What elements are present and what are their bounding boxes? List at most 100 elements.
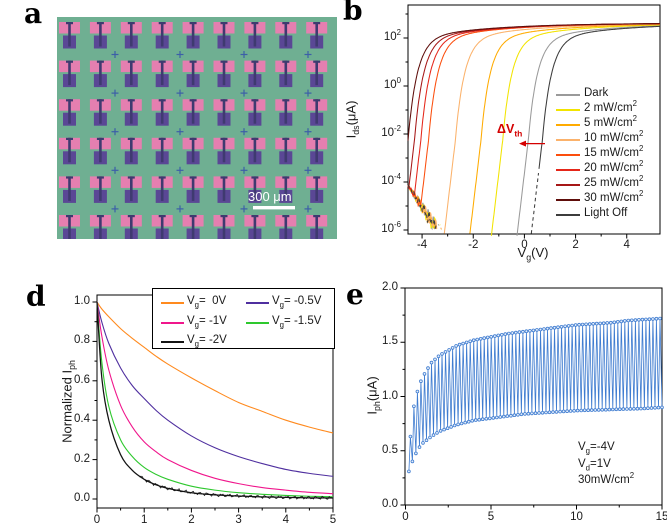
data-point [422,372,427,376]
data-point [568,409,573,413]
device-cell [120,60,142,88]
device-cell [213,22,235,49]
y-tick-label: 0.6 [74,373,90,386]
curve-dark [516,25,660,236]
data-point [506,331,511,336]
legend-item-label: Light Off [584,207,628,219]
data-point [501,414,506,419]
device-cell [244,99,266,126]
device-cell [59,99,80,126]
curve-30-mw-cm-2 [407,23,660,141]
device-cell [151,176,173,203]
data-point [619,319,624,324]
data-point [642,406,647,411]
y-tick-label: 10-2 [381,124,401,139]
scale-bar-label: 300 μm [248,189,292,204]
transfer-chart [403,4,661,239]
data-point [461,341,465,346]
data-point [637,317,641,322]
x-tick-label: 3 [235,514,242,526]
data-point [435,431,439,435]
align-mark-plus [176,89,184,97]
curve-v-g-1v [96,301,334,495]
device-cell [59,137,80,165]
curve-10-mw-cm-2 [434,219,438,230]
device-cell [244,176,266,203]
device-cell [89,176,111,203]
legend-item-label: 20 mW/cm2 [584,159,644,174]
data-point [572,408,576,413]
data-point [484,416,489,421]
device-cell [213,137,235,165]
x-tick-label: -4 [416,239,428,251]
data-point [412,404,416,409]
device-cell [151,215,173,239]
condition-annotation: 30mW/cm2 [578,471,635,486]
device-cell [182,60,204,88]
device-cell [89,22,111,49]
align-mark-plus [304,205,312,213]
device-cell [151,60,173,88]
data-point [533,411,538,416]
data-point [612,320,617,325]
y-tick-label: 0.5 [382,443,398,456]
data-point [447,348,451,352]
y-axis-label: Normalized Iph [59,360,78,443]
data-point [459,421,464,426]
data-point [587,322,592,326]
data-point [449,425,453,429]
y-tick-label: 1.0 [382,389,398,402]
data-point [408,434,413,439]
device-cell [182,137,204,165]
data-point [426,366,430,370]
legend-swatch [556,124,580,126]
y-tick-label: 10-6 [381,220,401,235]
data-point [625,407,629,411]
x-tick-label: 5 [329,514,337,526]
panel-label-a: a [24,0,43,30]
data-point [614,407,619,412]
data-point [621,407,626,411]
data-point [591,321,595,326]
data-point [468,339,473,344]
x-tick-label: 4 [623,239,630,251]
data-point [436,354,441,359]
data-point [503,332,508,336]
align-mark-plus [240,128,248,136]
device-cell [275,60,297,88]
curve-10-mw-cm-2 [440,227,442,230]
legend-swatch [556,94,580,96]
data-point [629,318,634,323]
data-point [471,338,476,343]
data-point [607,407,612,412]
data-point [608,320,613,325]
x-tick-label: -2 [468,239,479,251]
device-cell [59,176,80,203]
data-point [582,408,587,413]
curve-noise-trace [139,475,333,500]
y-tick-label: 0.8 [74,334,90,347]
data-point [632,406,636,411]
x-tick-label: 10 [570,511,583,523]
data-point [598,321,602,326]
data-point [558,409,562,414]
data-point [538,327,543,332]
device-cell [306,215,328,239]
data-point [424,438,429,443]
data-point [415,389,420,394]
data-point [610,407,615,412]
y-tick-label: 0.0 [74,492,90,504]
data-point [496,333,501,338]
y-tick-label: 2.0 [382,281,398,293]
data-point [656,405,661,410]
data-point [457,342,462,347]
data-point [480,417,485,422]
align-mark-plus [176,128,184,136]
data-point [633,318,638,322]
data-point [603,407,608,412]
device-cell [306,60,328,88]
data-point [640,317,645,322]
data-point [600,407,604,412]
data-point [586,408,590,413]
